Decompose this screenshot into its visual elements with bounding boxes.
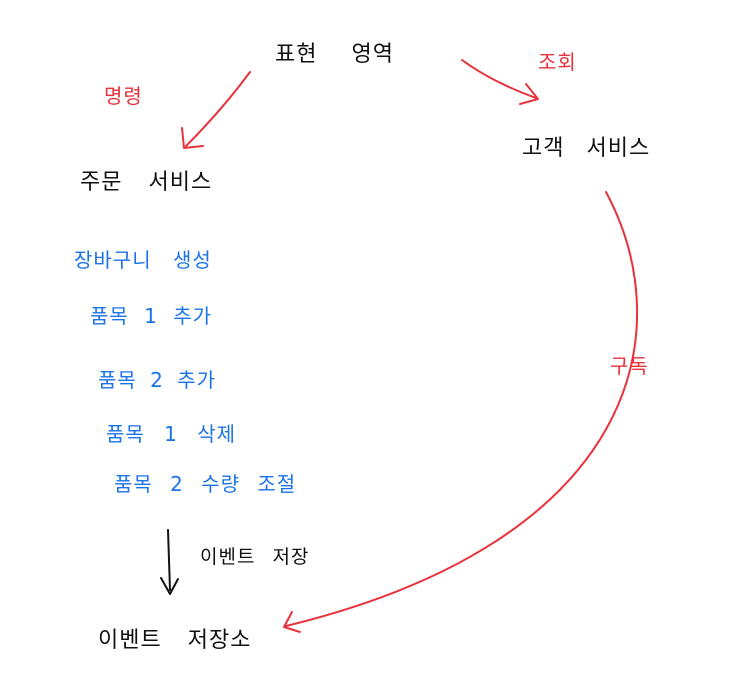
- event-item: 품목 2 추가: [98, 368, 217, 392]
- store-events-arrowhead: [160, 577, 179, 595]
- event-item: 품목 1 삭제: [106, 422, 237, 446]
- query-arrow: [461, 59, 537, 99]
- edge-label-query: 조회: [538, 50, 577, 74]
- event-item: 품목 1 추가: [90, 304, 213, 328]
- subscribe-arrowhead: [283, 611, 301, 633]
- command-arrowhead: [181, 127, 204, 149]
- subscribe-arrow: [285, 191, 638, 627]
- event-item: 품목 2 수량 조절: [114, 472, 297, 496]
- event-item: 장바구니 생성: [74, 248, 212, 272]
- node-event-store: 이벤트 저장소: [98, 628, 252, 653]
- edge-label-store-events: 이벤트 저장: [200, 546, 310, 568]
- query-arrowhead: [519, 83, 539, 105]
- store-events-arrow: [167, 529, 171, 591]
- edge-label-command: 명령: [104, 84, 143, 108]
- command-arrow: [185, 71, 251, 147]
- node-presentation-area: 표현 영역: [275, 42, 394, 67]
- node-order-service: 주문 서비스: [80, 170, 213, 195]
- node-customer-service: 고객 서비스: [522, 136, 651, 161]
- edge-label-subscribe: 구독: [610, 354, 649, 378]
